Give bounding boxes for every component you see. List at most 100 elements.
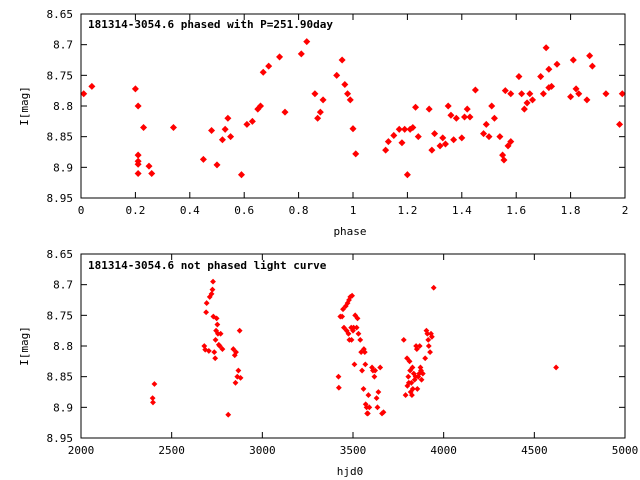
top-data-point <box>548 82 556 90</box>
top-data-point <box>333 71 341 79</box>
top-data-point <box>586 52 594 60</box>
top-data-point <box>412 103 420 111</box>
top-data-point <box>384 138 392 146</box>
top-x-axis-label: phase <box>333 225 366 238</box>
bottom-data-point <box>150 399 156 406</box>
top-y-tick-label: 8.85 <box>47 131 74 144</box>
bottom-x-tick-label: 2500 <box>158 444 185 457</box>
bottom-data-point <box>351 361 358 368</box>
bottom-data-point <box>361 349 368 356</box>
top-data-point <box>529 96 537 104</box>
top-y-tick-label: 8.8 <box>53 100 73 113</box>
bottom-data-point <box>360 386 367 392</box>
bottom-x-tick-label: 4000 <box>430 444 457 457</box>
bottom-data-point <box>203 300 210 306</box>
bottom-data-point <box>377 364 384 371</box>
top-ticks <box>80 13 626 199</box>
top-data-point <box>507 90 515 98</box>
top-x-tick-label: 1.2 <box>397 204 417 217</box>
top-data-point <box>553 60 561 68</box>
top-data-point <box>403 171 411 179</box>
bottom-data-point <box>362 361 369 368</box>
top-y-tick-label: 8.75 <box>47 69 74 82</box>
bottom-data-point <box>402 392 409 398</box>
top-data-point <box>526 90 534 98</box>
top-data-point <box>259 68 267 76</box>
bottom-data-point <box>217 330 224 337</box>
top-data-point <box>248 117 256 125</box>
bottom-data-point <box>375 389 382 395</box>
bottom-data-point <box>203 309 210 316</box>
bottom-data-point <box>359 367 365 374</box>
top-data-point <box>575 90 583 98</box>
top-data-point <box>499 151 507 159</box>
top-data-point <box>488 102 496 110</box>
bottom-data-point <box>209 286 216 293</box>
top-data-point <box>134 151 142 159</box>
top-data-point <box>485 133 493 141</box>
top-data-point <box>466 113 474 121</box>
top-data-point <box>401 125 409 133</box>
top-phased-chart: 0 0.2 0.4 0.6 0.8 1 1.2 1.4 1.6 1.8 2 8.658.78.758… <box>18 8 628 238</box>
top-data-point <box>311 90 319 98</box>
top-data-point <box>447 111 455 119</box>
bottom-data-point <box>233 349 239 356</box>
bottom-data-point <box>409 364 416 371</box>
bottom-chart-title: 181314-3054.6 not phased light curve <box>88 259 327 272</box>
bottom-y-tick-label: 8.65 <box>47 248 74 261</box>
bottom-data-point <box>345 330 352 337</box>
top-data-point <box>520 105 528 113</box>
bottom-data-point <box>418 376 425 383</box>
top-x-tick-label: 0.6 <box>234 204 254 217</box>
top-data-point <box>542 44 550 52</box>
top-data-point <box>349 125 357 133</box>
bottom-data-point <box>341 324 347 331</box>
bottom-data-point <box>235 367 242 374</box>
bottom-data-point <box>335 373 342 380</box>
top-data-point <box>458 134 466 142</box>
bottom-data-point <box>427 349 433 356</box>
bottom-data-point <box>364 410 371 417</box>
top-x-tick-label: 1.4 <box>452 204 472 217</box>
top-data-point <box>140 123 148 131</box>
bottom-x-tick-label: 5000 <box>612 444 639 457</box>
bottom-data-point <box>372 367 379 374</box>
top-data-point <box>482 120 490 128</box>
bottom-data-point <box>151 381 158 387</box>
bottom-x-tick-label: 3000 <box>249 444 276 457</box>
top-data-point <box>515 73 523 81</box>
top-x-tick-label: 1.6 <box>506 204 526 217</box>
bottom-data-point <box>212 336 219 343</box>
bottom-y-tick-labels: 8.65 8.7 8.75 8.8 8.85 8.9 8.95 <box>47 248 74 445</box>
bottom-data-point <box>407 367 414 374</box>
bottom-data-point <box>425 343 432 349</box>
top-data-point <box>382 146 390 154</box>
top-data-point <box>398 139 406 147</box>
bottom-data-point <box>352 312 359 319</box>
top-data-point <box>537 73 545 81</box>
top-data-point <box>501 87 509 95</box>
bottom-data-point <box>349 292 356 299</box>
top-data-point <box>572 85 580 93</box>
bottom-data-point <box>353 324 360 331</box>
bottom-data-point <box>339 313 346 320</box>
bottom-plot-frame <box>80 253 626 439</box>
top-data-point <box>588 62 596 70</box>
bottom-x-tick-label: 2000 <box>68 444 95 457</box>
top-data-point <box>539 90 547 98</box>
top-data-point <box>131 85 139 93</box>
bottom-data-point <box>414 386 421 392</box>
top-data-point <box>169 123 177 131</box>
top-x-tick-label: 1 <box>350 204 357 217</box>
top-data-point <box>583 96 591 104</box>
top-data-point <box>431 130 439 138</box>
top-data-point <box>281 108 289 116</box>
top-data-point <box>471 86 479 94</box>
top-data-point <box>390 131 398 139</box>
top-data-point <box>227 133 235 141</box>
top-x-tick-label: 0.2 <box>125 204 145 217</box>
top-data-point <box>616 120 624 128</box>
bottom-data-point <box>232 379 239 386</box>
bottom-data-point <box>236 327 243 334</box>
bottom-data-point <box>553 364 560 371</box>
